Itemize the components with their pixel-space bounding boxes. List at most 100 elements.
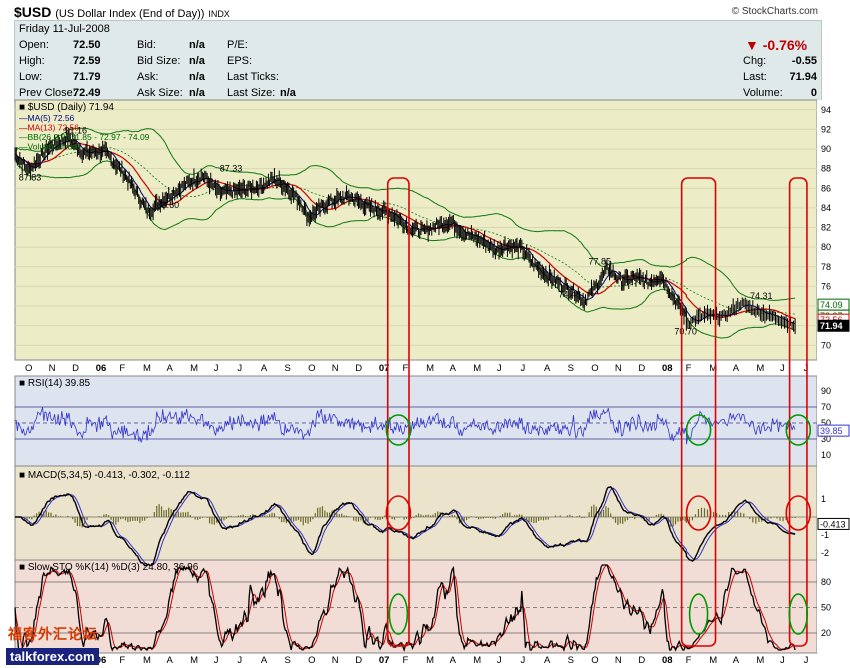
x-axis-label-bottom: F (119, 655, 125, 666)
last-value: 71.94 (789, 71, 817, 83)
x-axis-label-top: F (402, 363, 408, 374)
x-axis-label-top: M (473, 363, 481, 374)
bid-value: n/a (189, 39, 205, 51)
x-axis-label-bottom: A (167, 655, 174, 666)
x-axis-label-bottom: J (780, 655, 785, 666)
sto-circle-1 (688, 593, 709, 635)
x-axis-label-top: M (426, 363, 434, 374)
x-axis-label-top: N (615, 363, 622, 374)
price-annotation: 74.48 (559, 289, 582, 299)
price-tick-label: 80 (821, 242, 831, 252)
macd-value-label: -0.413 (820, 519, 846, 529)
high-label: High: (19, 55, 45, 67)
volume-label: Volume: (743, 87, 783, 99)
price-annotation: 87.33 (220, 163, 243, 173)
symbol: $USD (14, 4, 52, 20)
watermark-en: talkforex.com (6, 648, 99, 665)
rsi-title: ■ RSI(14) 39.85 (19, 378, 91, 389)
x-axis-label-bottom: F (686, 655, 692, 666)
macd-title: ■ MACD(5,34,5) -0.413, -0.302, -0.112 (19, 470, 190, 481)
x-axis-label-bottom: 06 (96, 655, 107, 666)
bid-size-value: n/a (189, 55, 205, 67)
open-label: Open: (19, 39, 49, 51)
price-legend-item: —MA(13) 72.56 (19, 123, 79, 133)
x-axis-label-top: A (733, 363, 740, 374)
sto-circle-0 (388, 593, 409, 635)
x-axis-label-bottom: A (544, 655, 551, 666)
x-axis-label-top: J (804, 363, 809, 374)
instrument-name: (US Dollar Index (End of Day)) (55, 8, 205, 20)
price-legend-item: —MA(5) 72.56 (19, 113, 75, 123)
price-annotation: 83.60 (157, 200, 180, 210)
x-axis-label-bottom: 08 (662, 655, 673, 666)
ask-size-label: Ask Size: (137, 87, 183, 99)
x-axis-label-top: J (497, 363, 502, 374)
x-axis-label-bottom: M (709, 655, 717, 666)
sto-k-line (14, 564, 796, 653)
price-annotation: 77.85 (588, 256, 611, 266)
sto-tick-label: 50 (821, 603, 831, 613)
exchange: INDX (208, 9, 230, 19)
bid-size-label: Bid Size: (137, 55, 181, 67)
chg-value: -0.55 (791, 55, 817, 67)
price-annotation: 87.83 (19, 172, 42, 182)
x-axis-label-top: S (285, 363, 291, 374)
sto-circle-2 (788, 593, 809, 635)
last-size-value: n/a (280, 87, 296, 99)
x-axis-label-top: D (355, 363, 362, 374)
rsi-tick-label: 50 (821, 418, 831, 428)
x-axis-label-top: A (261, 363, 268, 374)
rsi-circle-0 (385, 414, 412, 446)
x-axis-label-bottom: M (756, 655, 764, 666)
rsi-circle-2 (785, 414, 812, 446)
sto-tick-label: 80 (821, 577, 831, 587)
down-arrow-icon: ▼ (745, 37, 759, 53)
quote-date: Friday 11-Jul-2008 (19, 23, 110, 35)
x-axis-label-bottom: S (285, 655, 291, 666)
highlight-box-1 (680, 177, 717, 647)
chg-label: Chg: (743, 55, 767, 67)
x-axis-label-bottom: A (733, 655, 740, 666)
price-value-label: 71.94 (820, 321, 843, 331)
price-tick-label: 90 (821, 144, 831, 154)
eps-label: EPS: (227, 55, 253, 67)
x-axis-label-bottom: O (308, 655, 315, 666)
percent-change: ▼ -0.76% (745, 37, 808, 53)
macd-tick-label: -1 (821, 530, 829, 540)
volume-value: 0 (810, 87, 817, 99)
x-axis-label-top: M (143, 363, 151, 374)
ask-label: Ask: (137, 71, 159, 83)
sto-title: ■ Slow STO %K(14) %D(3) 24.80, 36.96 (19, 562, 199, 573)
pane-bg-2 (14, 465, 818, 561)
macd-value-box (817, 517, 850, 530)
pane-bg-1 (14, 375, 818, 467)
x-axis-label-top: J (780, 363, 785, 374)
rsi-line (14, 407, 796, 445)
x-axis-label-bottom: J (237, 655, 242, 666)
pe-label: P/E: (227, 39, 248, 51)
macd-line (15, 485, 796, 567)
x-axis-label-top: M (756, 363, 764, 374)
x-axis-label-top: 08 (662, 363, 673, 374)
macd-circle-0 (385, 495, 412, 531)
x-axis-label-top: D (638, 363, 645, 374)
brand-label[interactable]: © StockCharts.com (731, 6, 818, 17)
x-axis-label-bottom: M (426, 655, 434, 666)
price-annotation: 91.16 (64, 126, 87, 136)
x-axis-label-top: J (214, 363, 219, 374)
last-label: Last: (743, 71, 767, 83)
rsi-circle-1 (685, 414, 712, 446)
x-axis-label-bottom: J (520, 655, 525, 666)
price-annotation: 70.70 (674, 326, 697, 336)
x-axis-label-bottom: J (214, 655, 219, 666)
price-tick-label: 86 (821, 183, 831, 193)
x-axis-label-bottom: M (473, 655, 481, 666)
quote-panel: Friday 11-Jul-2008 Open: 72.50 High: 72.… (14, 20, 822, 102)
low-value: 71.79 (73, 71, 101, 83)
price-tick-label: 94 (821, 105, 831, 115)
highlight-box-2 (788, 177, 808, 647)
x-axis-label-bottom: 07 (379, 655, 390, 666)
x-axis-label-top: J (237, 363, 242, 374)
x-axis-label-bottom: D (355, 655, 362, 666)
